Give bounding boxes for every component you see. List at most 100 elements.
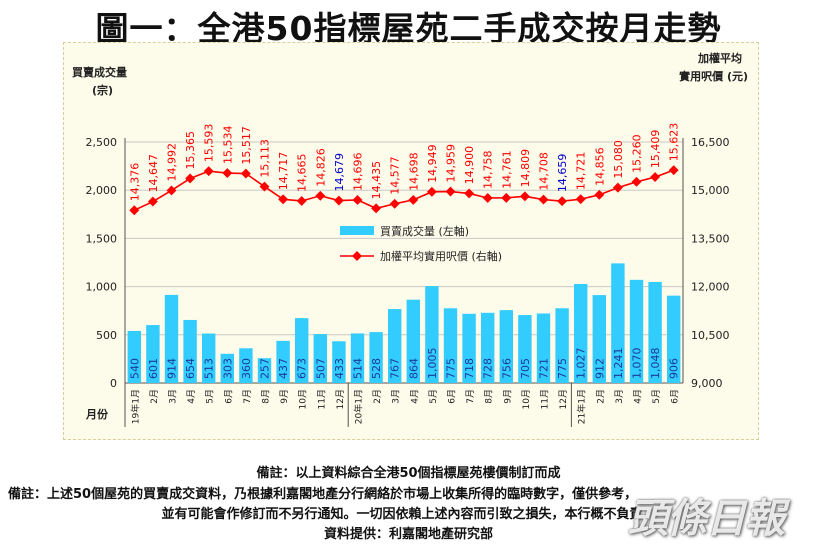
note-line-1: 備註：以上資料綜合全港50個指標屋苑樓價制訂而成: [256, 466, 561, 481]
price-value-label: 14,856: [593, 147, 606, 186]
bar-value-label: 1,027: [575, 348, 588, 380]
x-tick-label: 8月: [261, 389, 272, 404]
bar-volume: [257, 358, 272, 383]
x-tick-label: 5月: [205, 389, 216, 404]
right-tick-label: 16,500: [691, 136, 730, 149]
bar-volume: [667, 295, 681, 383]
x-tick-label: 6月: [223, 389, 234, 404]
bar-volume: [276, 340, 290, 383]
left-tick-label: 0: [110, 377, 117, 390]
price-point: [594, 189, 605, 200]
price-value-label: 14,696: [352, 152, 365, 191]
price-point: [426, 186, 437, 197]
price-point: [538, 194, 549, 205]
bar-volume: [629, 279, 644, 383]
price-value-label: 14,826: [314, 148, 327, 187]
bar-volume: [462, 313, 476, 383]
x-tick-label: 6月: [447, 389, 458, 404]
bar-value-label: 914: [166, 358, 179, 379]
price-value-label: 14,665: [296, 153, 309, 192]
price-value-label: 14,376: [128, 163, 141, 202]
bar-volume: [295, 318, 309, 383]
bar-volume: [425, 286, 439, 383]
bar-volume: [164, 294, 179, 383]
x-tick-label: 12月: [558, 389, 569, 409]
bar-volume: [574, 283, 588, 383]
bar-value-label: 1,005: [426, 348, 439, 380]
price-value-label: 14,679: [333, 153, 346, 192]
price-point: [557, 196, 568, 207]
left-tick-label: 500: [96, 329, 117, 342]
price-value-label: 14,949: [426, 144, 439, 183]
bar-volume: [443, 308, 458, 383]
bar-value-label: 906: [668, 358, 681, 379]
bar-volume: [499, 310, 513, 383]
bar-volume: [481, 312, 495, 383]
bar-volume: [350, 333, 365, 383]
x-tick-label: 19年1月: [129, 389, 141, 424]
bar-value-label: 507: [314, 358, 327, 379]
bar-volume: [388, 309, 402, 383]
bar-volume: [611, 263, 625, 383]
right-tick-label: 10,500: [691, 329, 730, 342]
price-point: [129, 205, 140, 216]
bar-value-label: 673: [296, 358, 309, 379]
price-point: [296, 196, 307, 206]
right-tick-label: 9,000: [691, 377, 723, 390]
bar-value-label: 528: [370, 358, 383, 379]
price-value-label: 15,080: [612, 140, 625, 179]
price-point: [631, 176, 642, 187]
price-value-label: 15,365: [184, 131, 197, 170]
bar-value-label: 303: [221, 358, 234, 379]
x-tick-label: 12月: [335, 389, 346, 409]
x-tick-label: 3月: [168, 389, 179, 404]
bar-value-label: 433: [333, 358, 346, 379]
x-tick-label: 3月: [614, 389, 625, 404]
right-axis-title: 加權平均: [697, 51, 742, 65]
x-tick-label: 9月: [502, 389, 513, 404]
bar-value-label: 864: [407, 358, 420, 379]
left-tick-label: 2,500: [86, 136, 118, 149]
bar-value-label: 437: [277, 358, 290, 379]
x-tick-label: 2月: [372, 389, 383, 404]
left-tick-label: 2,000: [86, 184, 118, 197]
bar-value-label: 767: [389, 358, 402, 379]
price-point: [203, 166, 214, 177]
bar-value-label: 360: [240, 358, 253, 379]
left-tick-label: 1,500: [86, 232, 118, 245]
x-tick-label: 7月: [242, 389, 253, 404]
bar-value-label: 513: [203, 358, 216, 379]
bar-value-label: 912: [593, 358, 606, 379]
price-point: [408, 194, 419, 205]
legend-line-label: 加權平均實用呎價 (右軸): [380, 249, 502, 263]
price-point: [445, 186, 456, 197]
x-tick-label: 3月: [391, 389, 402, 404]
price-point: [389, 198, 400, 209]
bar-volume: [146, 325, 160, 383]
price-value-label: 14,577: [389, 156, 402, 195]
price-value-label: 15,260: [631, 134, 644, 173]
bar-volume: [127, 330, 141, 383]
left-axis-title: 買賣成交量: [72, 65, 127, 79]
price-point: [482, 193, 493, 203]
x-tick-label: 21年1月: [576, 389, 588, 424]
price-value-label: 14,647: [147, 154, 160, 193]
note-line-2: 備註：上述50個屋苑的買賣成交資料，乃根據利嘉閣地產分行網絡於市場上收集所得的臨…: [8, 487, 638, 502]
bar-volume: [592, 295, 606, 383]
x-tick-label: 2月: [595, 389, 606, 404]
bar-volume: [536, 313, 551, 383]
left-axis-unit: (宗): [92, 83, 113, 97]
price-value-label: 14,959: [445, 144, 458, 183]
bar-value-label: 514: [352, 358, 365, 379]
price-value-label: 15,534: [221, 126, 234, 164]
x-tick-label: 6月: [670, 389, 681, 404]
bar-value-label: 721: [538, 358, 551, 379]
legend-bar-label: 買賣成交量 (左軸): [380, 224, 469, 238]
x-tick-label: 5月: [651, 389, 662, 404]
bar-volume: [202, 333, 216, 383]
price-point: [668, 165, 679, 176]
bar-volume: [555, 308, 569, 383]
x-tick-label: 2月: [149, 389, 160, 404]
price-value-label: 15,517: [240, 126, 253, 165]
price-point: [222, 168, 233, 178]
